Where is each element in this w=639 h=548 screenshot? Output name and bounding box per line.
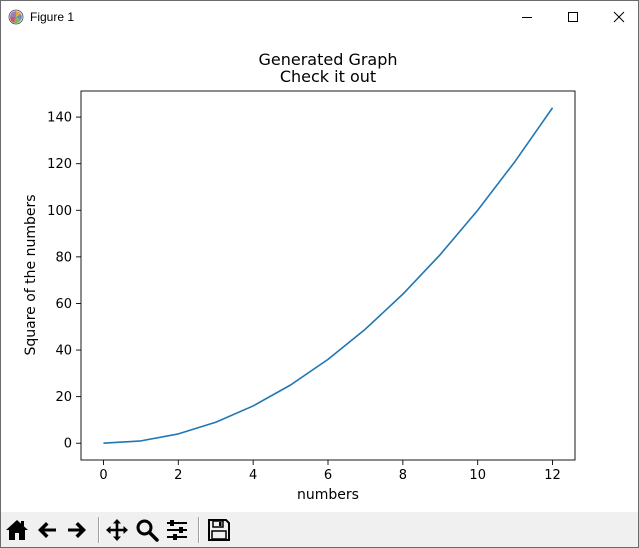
minimize-button[interactable] bbox=[504, 1, 550, 32]
pan-button[interactable] bbox=[103, 516, 131, 544]
x-tick-label: 2 bbox=[174, 468, 182, 483]
forward-arrow-icon bbox=[68, 522, 86, 538]
y-tick-label: 20 bbox=[55, 390, 72, 405]
back-arrow-icon bbox=[38, 522, 56, 538]
x-tick-label: 4 bbox=[249, 468, 257, 483]
maximize-button[interactable] bbox=[550, 1, 596, 32]
zoom-icon bbox=[136, 519, 159, 542]
line-chart: Generated Graph Check it out 0 2 4 6 8 10 1202… bbox=[23, 50, 576, 503]
pan-icon bbox=[106, 519, 128, 541]
window-title: Figure 1 bbox=[30, 10, 75, 24]
y-tick-label: 40 bbox=[55, 344, 72, 359]
configure-subplots-button[interactable] bbox=[163, 516, 191, 544]
title-bar[interactable]: Figure 1 bbox=[1, 1, 638, 32]
toolbar-separator bbox=[98, 517, 100, 543]
y-axis-label: Square of the numbers bbox=[23, 194, 39, 355]
x-tick-label: 12 bbox=[544, 468, 561, 483]
maximize-icon bbox=[568, 11, 578, 22]
home-button[interactable] bbox=[3, 516, 31, 544]
y-tick-label: 60 bbox=[55, 297, 72, 312]
y-tick-label: 0 bbox=[64, 437, 72, 452]
forward-button[interactable] bbox=[63, 516, 91, 544]
back-button[interactable] bbox=[33, 516, 61, 544]
save-icon bbox=[208, 519, 230, 541]
close-icon bbox=[613, 11, 625, 22]
x-axis-label: numbers bbox=[297, 487, 359, 503]
zoom-button[interactable] bbox=[133, 516, 161, 544]
chart-title: Generated Graph bbox=[258, 50, 397, 69]
y-tick-label: 120 bbox=[47, 157, 72, 172]
minimize-icon bbox=[522, 16, 532, 18]
x-tick-label: 10 bbox=[469, 468, 486, 483]
navigation-toolbar bbox=[1, 512, 638, 547]
save-button[interactable] bbox=[205, 516, 233, 544]
y-tick-label: 100 bbox=[47, 204, 72, 219]
toolbar-separator bbox=[198, 517, 200, 543]
figure-canvas[interactable]: Generated Graph Check it out 0 2 4 6 8 10 12 0 2… bbox=[1, 32, 638, 512]
close-button[interactable] bbox=[596, 1, 638, 32]
x-tick-label: 8 bbox=[399, 468, 407, 483]
series-line bbox=[103, 107, 554, 445]
y-tick-label: 80 bbox=[55, 250, 72, 265]
y-tick-label: 140 bbox=[47, 111, 72, 126]
x-tick-label: 0 bbox=[99, 468, 107, 483]
axes-frame bbox=[80, 90, 576, 461]
configure-subplots-icon bbox=[167, 520, 187, 540]
chart-subtitle: Check it out bbox=[280, 67, 376, 86]
matplotlib-icon bbox=[8, 9, 24, 25]
x-tick-label: 6 bbox=[324, 468, 332, 483]
home-icon bbox=[6, 520, 28, 540]
